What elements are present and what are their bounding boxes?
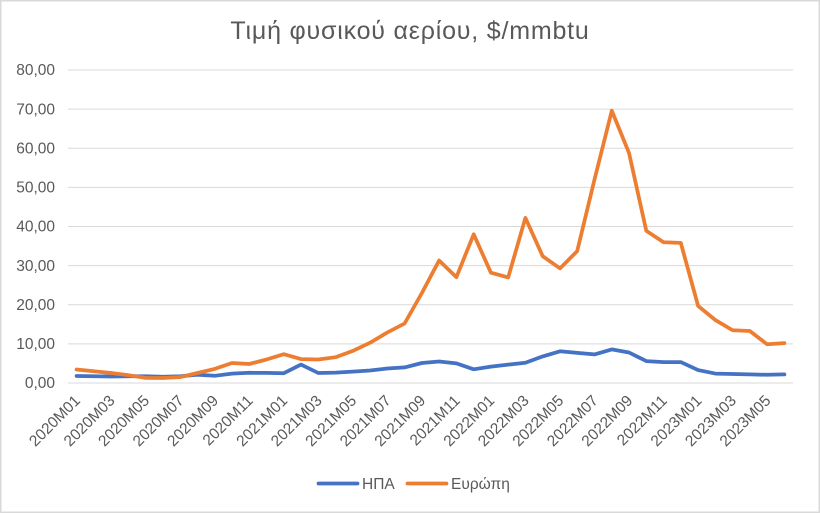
- svg-text:40,00: 40,00: [16, 219, 55, 236]
- svg-text:60,00: 60,00: [16, 140, 55, 157]
- svg-text:10,00: 10,00: [16, 336, 55, 353]
- svg-text:80,00: 80,00: [16, 62, 55, 79]
- svg-text:20,00: 20,00: [16, 297, 55, 314]
- svg-text:70,00: 70,00: [16, 101, 55, 118]
- svg-text:ΗΠΑ: ΗΠΑ: [362, 476, 395, 493]
- svg-text:0,00: 0,00: [25, 375, 56, 392]
- svg-text:Τιμή φυσικού αερίου, $/mmbtu: Τιμή φυσικού αερίου, $/mmbtu: [230, 17, 589, 45]
- svg-text:30,00: 30,00: [16, 258, 55, 275]
- svg-text:Ευρώπη: Ευρώπη: [451, 476, 510, 493]
- svg-text:50,00: 50,00: [16, 180, 55, 197]
